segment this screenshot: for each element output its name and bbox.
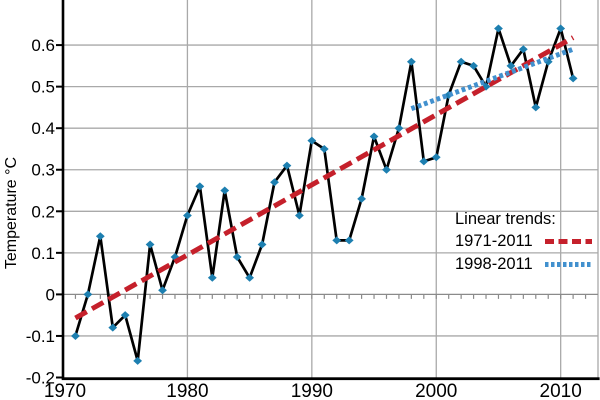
data-point-marker xyxy=(108,323,118,332)
y-axis-title: Temperature °C xyxy=(3,157,20,269)
data-point-marker xyxy=(382,165,391,174)
data-point-marker xyxy=(257,240,267,249)
data-point-marker xyxy=(531,103,541,112)
red-dashed-line-sample xyxy=(545,239,592,244)
y-tick-label: 0.3 xyxy=(31,161,55,180)
zero-line xyxy=(63,293,598,299)
data-point-marker xyxy=(419,157,429,166)
x-gridlines xyxy=(186,0,562,378)
y-tick-label: 0.1 xyxy=(31,244,55,263)
data-point-marker xyxy=(245,273,255,282)
y-tick-label: 0 xyxy=(46,285,55,304)
data-point-marker xyxy=(294,211,304,220)
data-point-marker xyxy=(369,132,379,141)
chart-legend: Linear trends: 1971-2011 1998-2011 xyxy=(455,209,592,275)
y-tick-label: 0.4 xyxy=(31,119,55,138)
data-point-marker xyxy=(494,24,503,33)
y-tick-label: 0.2 xyxy=(31,202,55,221)
x-tick-label: 1970 xyxy=(44,381,86,400)
legend-label-1998-2011: 1998-2011 xyxy=(455,255,533,273)
data-point-marker xyxy=(431,153,441,162)
data-point-marker xyxy=(120,311,130,320)
x-tick-label: 2000 xyxy=(415,381,457,400)
data-point-marker xyxy=(71,331,80,340)
data-point-marker xyxy=(394,124,404,133)
trend-line-1998-2011 xyxy=(410,46,574,112)
x-tick-label: 2010 xyxy=(540,381,582,400)
data-point-marker xyxy=(282,161,292,170)
data-point-marker xyxy=(319,144,329,153)
data-point-markers xyxy=(71,24,578,365)
y-tick-label: -0.2 xyxy=(26,369,55,388)
y-tick-label: 0.6 xyxy=(31,36,55,55)
legend-label-1971-2011: 1971-2011 xyxy=(455,232,533,250)
data-point-marker xyxy=(307,136,317,145)
x-tick-label: 1980 xyxy=(166,381,208,400)
x-tick-label: 1990 xyxy=(291,381,333,400)
trend-line-1971-2011 xyxy=(74,35,575,321)
data-point-marker xyxy=(568,74,578,83)
data-point-marker xyxy=(83,290,93,299)
data-point-marker xyxy=(481,82,491,91)
data-point-marker xyxy=(344,236,354,245)
data-point-marker xyxy=(232,252,242,261)
data-point-marker xyxy=(133,356,143,365)
data-point-marker xyxy=(406,57,416,66)
data-point-marker xyxy=(95,232,105,241)
data-point-marker xyxy=(145,240,155,249)
data-point-marker xyxy=(270,178,279,187)
data-point-marker xyxy=(469,61,478,70)
data-point-marker xyxy=(158,286,167,295)
data-point-marker xyxy=(357,194,367,203)
data-point-marker xyxy=(207,273,217,282)
data-point-marker xyxy=(456,57,466,66)
axes-spines xyxy=(56,0,600,381)
data-point-marker xyxy=(332,236,342,245)
blue-dotted-line-sample xyxy=(545,262,592,267)
data-point-marker xyxy=(506,61,516,70)
data-point-marker xyxy=(518,45,528,54)
data-point-marker xyxy=(220,186,230,195)
y-tick-label: 0.5 xyxy=(31,78,55,97)
legend-title: Linear trends: xyxy=(455,210,556,228)
data-point-marker xyxy=(556,24,566,33)
legend-item-1971-2011: 1971-2011 xyxy=(455,231,592,252)
y-tick-label: -0.1 xyxy=(26,327,55,346)
data-point-marker xyxy=(183,211,192,220)
legend-item-1998-2011: 1998-2011 xyxy=(455,254,592,275)
data-point-marker xyxy=(195,182,205,191)
